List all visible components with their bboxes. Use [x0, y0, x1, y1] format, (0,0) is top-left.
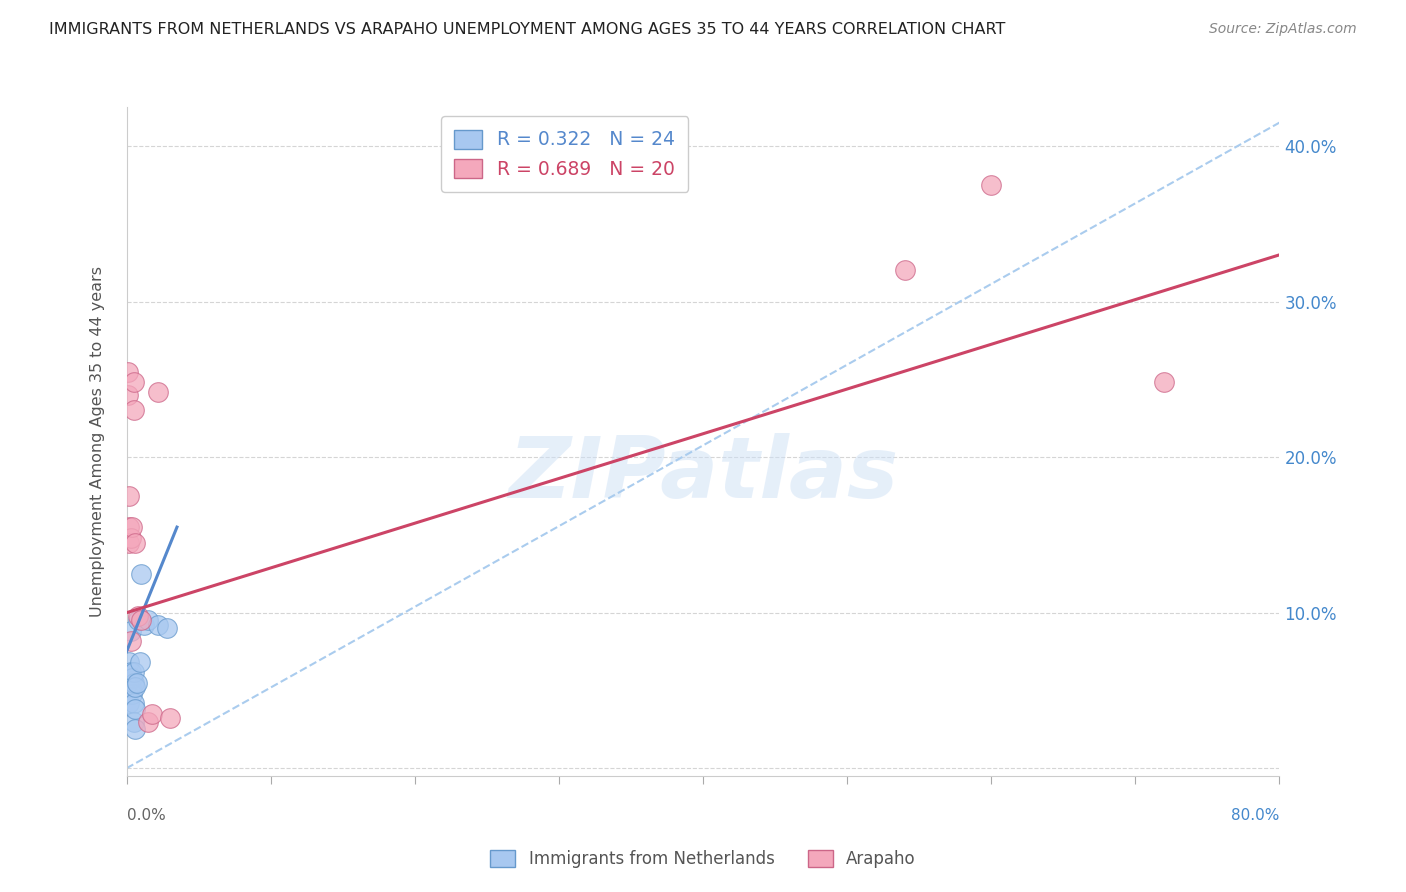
- Point: [120, 624, 142, 639]
- Point: [122, 376, 145, 390]
- Point: [124, 702, 146, 716]
- Point: [129, 614, 152, 628]
- Point: [148, 384, 170, 399]
- Point: [156, 621, 179, 635]
- Point: [127, 614, 149, 628]
- Point: [124, 535, 146, 549]
- Point: [159, 711, 181, 725]
- Point: [129, 566, 152, 581]
- Point: [124, 723, 146, 737]
- Text: ZIPatlas: ZIPatlas: [508, 434, 898, 516]
- Point: [124, 681, 146, 695]
- Point: [980, 178, 1002, 192]
- Point: [122, 714, 145, 729]
- Point: [117, 388, 139, 402]
- Y-axis label: Unemployment Among Ages 35 to 44 years: Unemployment Among Ages 35 to 44 years: [90, 266, 105, 617]
- Legend: R = 0.322   N = 24, R = 0.689   N = 20: R = 0.322 N = 24, R = 0.689 N = 20: [441, 117, 689, 192]
- Point: [148, 618, 170, 632]
- Point: [117, 687, 139, 701]
- Point: [128, 656, 150, 670]
- Point: [121, 520, 143, 534]
- Point: [118, 489, 141, 503]
- Point: [120, 665, 142, 679]
- Text: IMMIGRANTS FROM NETHERLANDS VS ARAPAHO UNEMPLOYMENT AMONG AGES 35 TO 44 YEARS CO: IMMIGRANTS FROM NETHERLANDS VS ARAPAHO U…: [49, 22, 1005, 37]
- Point: [894, 263, 917, 277]
- Text: Source: ZipAtlas.com: Source: ZipAtlas.com: [1209, 22, 1357, 37]
- Point: [118, 535, 141, 549]
- Point: [125, 675, 148, 690]
- Point: [121, 687, 143, 701]
- Point: [120, 531, 142, 545]
- Point: [117, 675, 139, 690]
- Point: [1153, 376, 1175, 390]
- Point: [136, 714, 159, 729]
- Point: [120, 681, 142, 695]
- Point: [122, 403, 145, 417]
- Point: [121, 671, 143, 685]
- Point: [118, 656, 141, 670]
- Point: [118, 520, 141, 534]
- Point: [127, 608, 149, 623]
- Text: 80.0%: 80.0%: [1232, 807, 1279, 822]
- Point: [136, 614, 159, 628]
- Point: [141, 706, 163, 721]
- Point: [122, 675, 145, 690]
- Text: 0.0%: 0.0%: [127, 807, 166, 822]
- Point: [118, 696, 141, 710]
- Point: [117, 365, 139, 379]
- Point: [122, 665, 145, 679]
- Point: [120, 633, 142, 648]
- Legend: Immigrants from Netherlands, Arapaho: Immigrants from Netherlands, Arapaho: [484, 843, 922, 875]
- Point: [122, 696, 145, 710]
- Point: [132, 618, 155, 632]
